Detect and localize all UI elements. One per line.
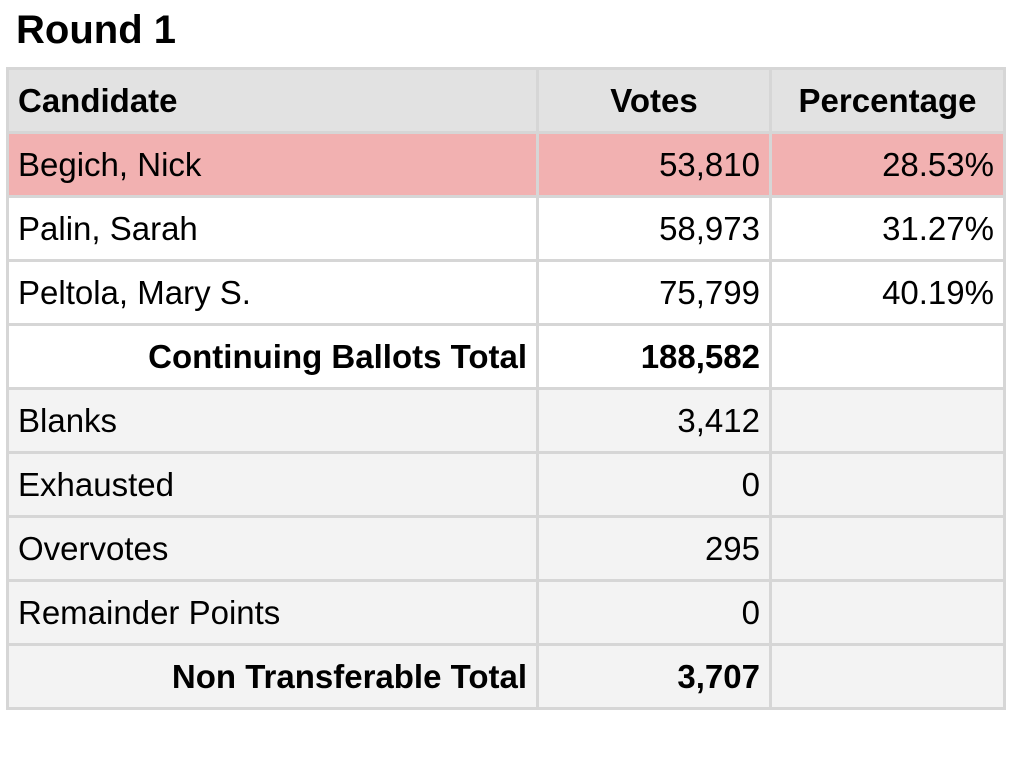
table-cell: 40.19% [769, 259, 1006, 326]
table-cell: Peltola, Mary S. [6, 259, 539, 326]
table-row: Continuing Ballots Total 188,582 [6, 323, 1006, 390]
table-row: Exhausted 0 [6, 451, 1006, 518]
table-row: Remainder Points 0 [6, 579, 1006, 646]
table-cell: Continuing Ballots Total [6, 323, 539, 390]
header-cell: Votes [536, 67, 772, 134]
table-cell: Remainder Points [6, 579, 539, 646]
table-cell [769, 643, 1006, 710]
table-cell: 3,412 [536, 387, 772, 454]
table-cell: 3,707 [536, 643, 772, 710]
table-cell: 0 [536, 451, 772, 518]
table-cell: 58,973 [536, 195, 772, 262]
table-cell [769, 387, 1006, 454]
header-cell: Percentage [769, 67, 1006, 134]
table-cell: 188,582 [536, 323, 772, 390]
table-row: Overvotes 295 [6, 515, 1006, 582]
table-cell: Overvotes [6, 515, 539, 582]
table-cell: Begich, Nick [6, 131, 539, 198]
table-cell: 75,799 [536, 259, 772, 326]
table-cell: 295 [536, 515, 772, 582]
table-cell: 31.27% [769, 195, 1006, 262]
table-row: Begich, Nick 53,810 28.53% [6, 131, 1006, 198]
table-body: Begich, Nick 53,810 28.53% Palin, Sarah 58,9… [6, 131, 1006, 710]
results-table: Candidate Votes Percentage Begich, Nick 5… [6, 67, 1006, 710]
header-row: Candidate Votes Percentage [6, 67, 1006, 134]
table-cell: Exhausted [6, 451, 539, 518]
table-cell: 0 [536, 579, 772, 646]
table-row: Palin, Sarah 58,973 31.27% [6, 195, 1006, 262]
table-cell: Blanks [6, 387, 539, 454]
table-cell [769, 451, 1006, 518]
table-cell: Palin, Sarah [6, 195, 539, 262]
table-cell [769, 323, 1006, 390]
table-cell [769, 515, 1006, 582]
table-cell [769, 579, 1006, 646]
table-row: Non Transferable Total 3,707 [6, 643, 1006, 710]
table-cell: Non Transferable Total [6, 643, 539, 710]
round-title: Round 1 [16, 8, 176, 52]
table-row: Peltola, Mary S. 75,799 40.19% [6, 259, 1006, 326]
header-cell: Candidate [6, 67, 539, 134]
table-cell: 28.53% [769, 131, 1006, 198]
table-cell: 53,810 [536, 131, 772, 198]
table-row: Blanks 3,412 [6, 387, 1006, 454]
